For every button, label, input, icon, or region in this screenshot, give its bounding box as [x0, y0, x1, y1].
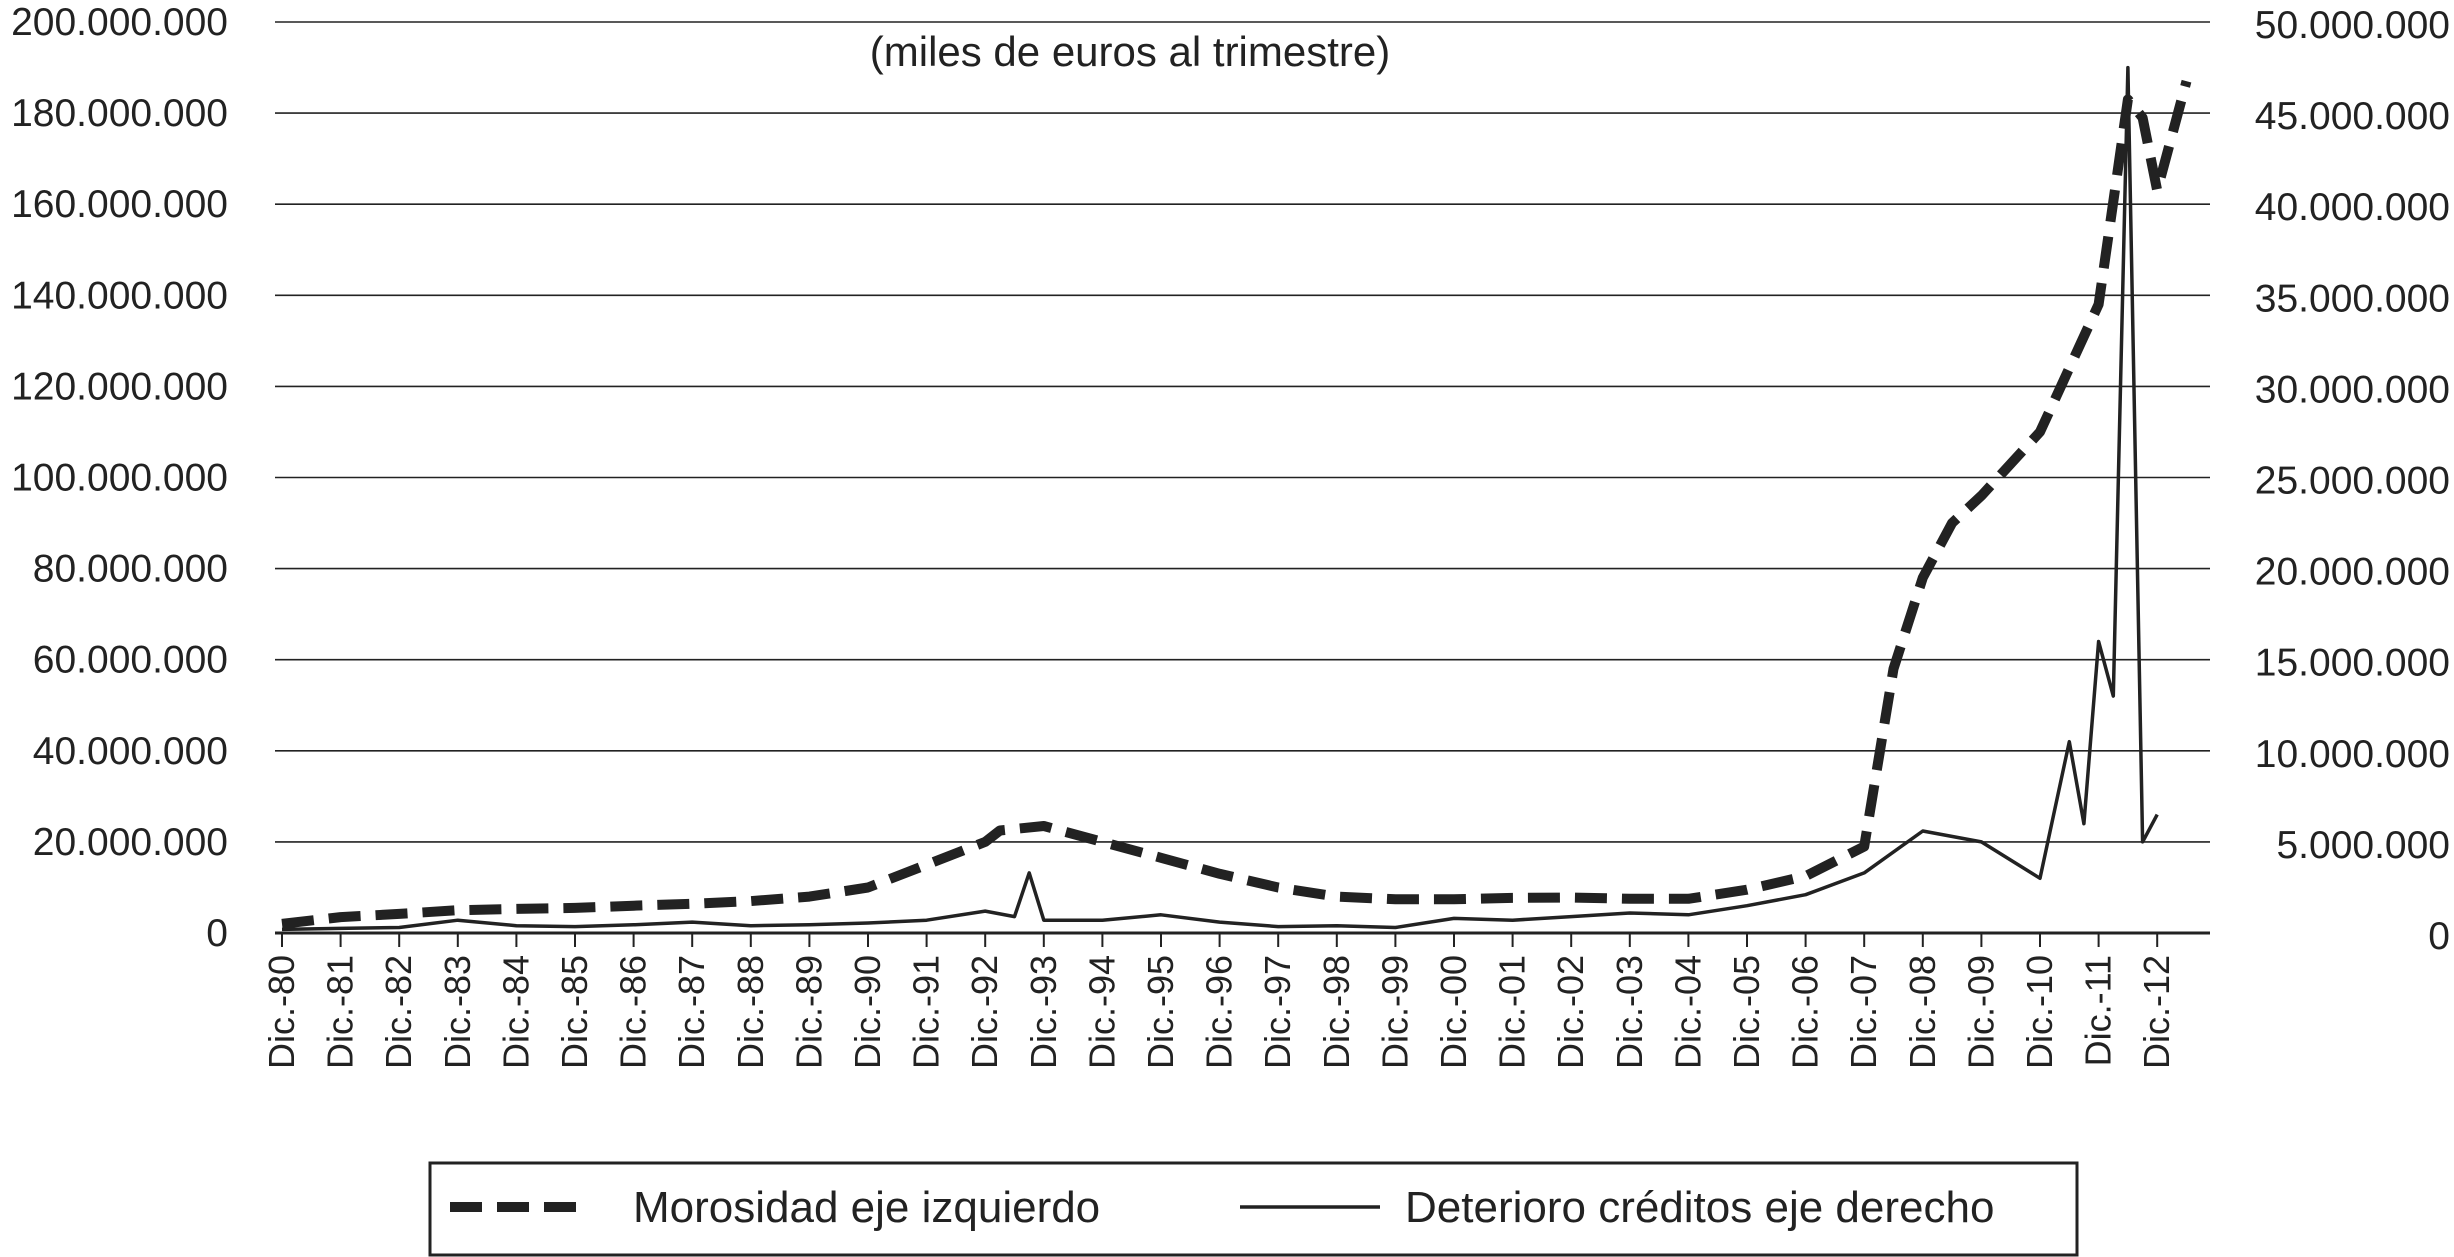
x-axis-ticks: Dic.-80 Dic.-81 Dic.-82 Dic.-83 Dic.-84 Dic.-… — [261, 933, 2177, 1069]
left-tick-label: 80.000.000 — [33, 548, 228, 591]
x-tick-label: Dic.-06 — [1785, 955, 1826, 1069]
left-tick-label: 120.000.000 — [11, 365, 228, 408]
x-tick-label: Dic.-95 — [1140, 955, 1181, 1069]
x-tick-label: Dic.-86 — [613, 955, 654, 1069]
legend-box — [428, 1161, 2079, 1257]
x-tick-label: Dic.-04 — [1667, 955, 1708, 1069]
x-tick-label: Dic.-94 — [1081, 955, 1122, 1069]
left-tick-label: 0 — [206, 912, 228, 955]
x-tick-label: Dic.-07 — [1843, 955, 1884, 1069]
x-tick-label: Dic.-11 — [2078, 955, 2119, 1066]
x-tick-label: Dic.-84 — [495, 955, 536, 1069]
right-axis-ticks: 0 5.000.000 10.000.000 15.000.000 20.000.000… — [2255, 4, 2450, 958]
left-tick-label: 160.000.000 — [11, 183, 228, 226]
x-tick-label: Dic.-92 — [964, 955, 1005, 1069]
legend: Morosidad eje izquierdo Deterioro crédit… — [428, 1161, 2079, 1257]
x-tick-label: Dic.-82 — [378, 955, 419, 1069]
left-tick-label: 40.000.000 — [33, 730, 228, 773]
x-tick-label: Dic.-01 — [1492, 955, 1533, 1069]
x-tick-label: Dic.-85 — [554, 955, 595, 1069]
x-tick-label: Dic.-09 — [1960, 955, 2001, 1069]
x-tick-label: Dic.-89 — [788, 955, 829, 1069]
left-tick-label: 180.000.000 — [11, 92, 228, 135]
x-tick-label: Dic.-80 — [261, 955, 302, 1069]
left-tick-label: 200.000.000 — [11, 1, 228, 44]
x-tick-label: Dic.-88 — [730, 955, 771, 1069]
chart-subtitle: (miles de euros al trimestre) — [870, 28, 1390, 75]
right-tick-label: 50.000.000 — [2255, 4, 2450, 47]
left-tick-label: 100.000.000 — [11, 457, 228, 500]
right-tick-label: 30.000.000 — [2255, 368, 2450, 411]
right-tick-label: 5.000.000 — [2276, 824, 2450, 867]
x-tick-label: Dic.-00 — [1433, 955, 1474, 1069]
x-tick-label: Dic.-90 — [847, 955, 888, 1069]
right-tick-label: 25.000.000 — [2255, 460, 2450, 503]
x-tick-label: Dic.-05 — [1726, 955, 1767, 1069]
right-tick-label: 0 — [2428, 915, 2450, 958]
x-tick-label: Dic.-91 — [906, 955, 947, 1069]
x-tick-label: Dic.-98 — [1316, 955, 1357, 1069]
left-axis-ticks: 0 20.000.000 40.000.000 60.000.000 80.000.00… — [11, 1, 228, 955]
x-tick-label: Dic.-02 — [1550, 955, 1591, 1069]
legend-label-morosidad: Morosidad eje izquierdo — [633, 1183, 1100, 1232]
right-tick-label: 10.000.000 — [2255, 733, 2450, 776]
series-line-morosidad — [281, 79, 2192, 929]
x-tick-label: Dic.-97 — [1257, 955, 1298, 1069]
x-tick-label: Dic.-83 — [437, 955, 478, 1069]
x-tick-label: Dic.-87 — [671, 955, 712, 1069]
x-tick-label: Dic.-03 — [1609, 955, 1650, 1069]
right-tick-label: 15.000.000 — [2255, 642, 2450, 685]
series-line-deterioro — [281, 65, 2159, 932]
x-tick-label: Dic.-99 — [1374, 955, 1415, 1069]
x-tick-label: Dic.-81 — [320, 955, 361, 1069]
gridlines — [275, 21, 2210, 935]
right-tick-label: 20.000.000 — [2255, 551, 2450, 594]
left-tick-label: 140.000.000 — [11, 274, 228, 317]
x-tick-label: Dic.-93 — [1023, 955, 1064, 1069]
right-tick-label: 40.000.000 — [2255, 186, 2450, 229]
legend-label-deterioro: Deterioro créditos eje derecho — [1405, 1183, 1994, 1232]
x-tick-label: Dic.-10 — [2019, 955, 2060, 1069]
right-tick-label: 35.000.000 — [2255, 277, 2450, 320]
x-tick-label: Dic.-12 — [2136, 955, 2177, 1069]
left-tick-label: 20.000.000 — [33, 821, 228, 864]
x-tick-label: Dic.-08 — [1902, 955, 1943, 1069]
series-layer — [281, 65, 2192, 932]
right-tick-label: 45.000.000 — [2255, 95, 2450, 138]
left-tick-label: 60.000.000 — [33, 639, 228, 682]
x-tick-label: Dic.-96 — [1199, 955, 1240, 1069]
